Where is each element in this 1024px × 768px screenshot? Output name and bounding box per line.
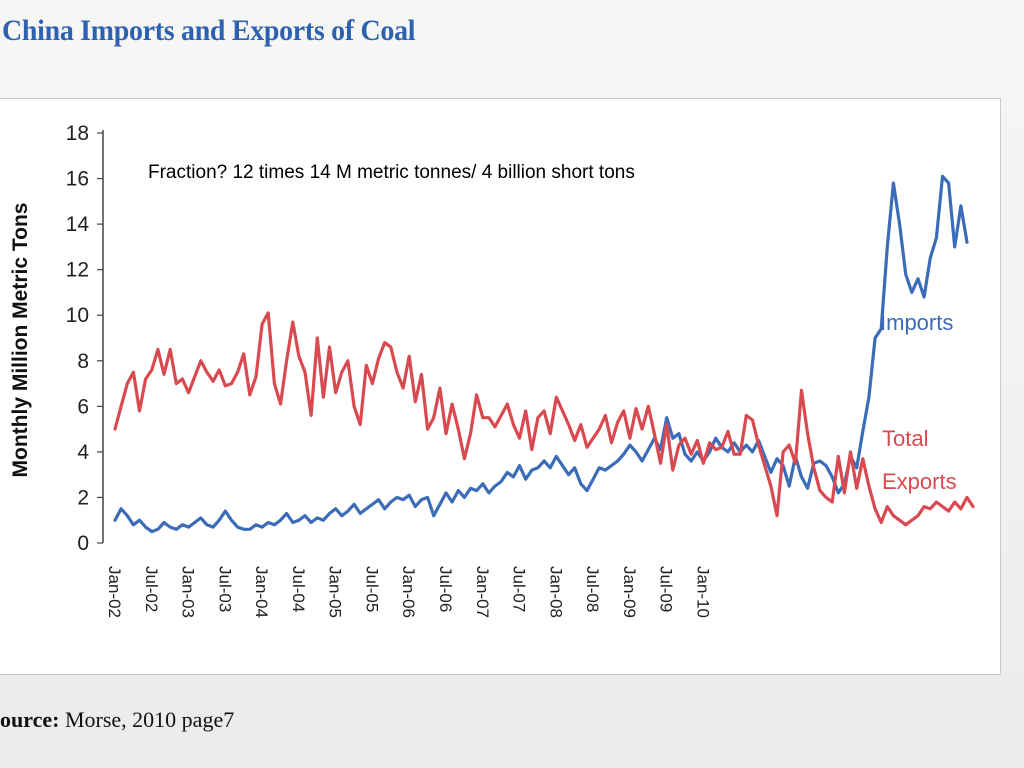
chart-labels: Imports Total Exports xyxy=(880,310,957,494)
x-tick-label: Jan-07 xyxy=(473,566,492,618)
y-tick-label: 16 xyxy=(66,168,89,191)
x-tick-label: Jul-06 xyxy=(436,566,455,612)
x-tick-label: Jan-02 xyxy=(105,566,124,618)
chart-frame xyxy=(0,98,1001,675)
y-tick-label: 4 xyxy=(77,441,89,464)
x-tick-label: Jul-08 xyxy=(583,566,602,612)
x-tick-label: Jan-09 xyxy=(620,566,639,618)
y-tick-label: 18 xyxy=(66,122,89,145)
source-text: Morse, 2010 page7 xyxy=(59,707,235,732)
x-tick-label: Jan-04 xyxy=(252,566,271,618)
x-tick-label: Jan-10 xyxy=(693,566,712,618)
x-tick-label: Jan-08 xyxy=(546,566,565,618)
x-tick-label: Jul-07 xyxy=(510,566,529,612)
y-tick-label: 0 xyxy=(77,532,89,555)
x-tick-label: Jan-03 xyxy=(179,566,198,618)
x-tick-label: Jul-04 xyxy=(289,566,308,612)
x-tick-label: Jan-05 xyxy=(326,566,345,618)
x-tick-label: Jan-06 xyxy=(399,566,418,618)
chart-series xyxy=(113,174,975,534)
x-tick-label: Jul-02 xyxy=(142,566,161,612)
y-axis-label: Monthly Million Metric Tons xyxy=(9,203,32,478)
x-tick-label: Jul-03 xyxy=(215,566,234,612)
x-tick-label: Jul-09 xyxy=(657,566,676,612)
exports-series-label-line2: Exports xyxy=(882,469,957,494)
annotation-note: Fraction? 12 times 14 M metric tonnes/ 4… xyxy=(148,162,635,183)
chart-axes: 0 2 4 6 8 10 12 14 16 18 Monthly Million Metric To… xyxy=(9,122,712,618)
y-tick-label: 6 xyxy=(77,395,89,418)
source-citation: ource: Morse, 2010 page7 xyxy=(0,707,234,733)
y-tick-label: 2 xyxy=(77,486,89,509)
exports-series-label-line1: Total xyxy=(882,426,928,451)
y-tick-label: 12 xyxy=(66,259,89,282)
exports-line xyxy=(113,311,975,527)
y-tick-label: 14 xyxy=(66,213,90,236)
source-label: ource: xyxy=(0,707,60,732)
chart-title: China Imports and Exports of Coal xyxy=(2,14,416,47)
imports-series-label: Imports xyxy=(880,310,953,335)
imports-line xyxy=(113,174,969,534)
y-tick-label: 8 xyxy=(77,350,89,373)
x-tick-label: Jul-05 xyxy=(362,566,381,612)
y-tick-label: 10 xyxy=(66,304,89,327)
